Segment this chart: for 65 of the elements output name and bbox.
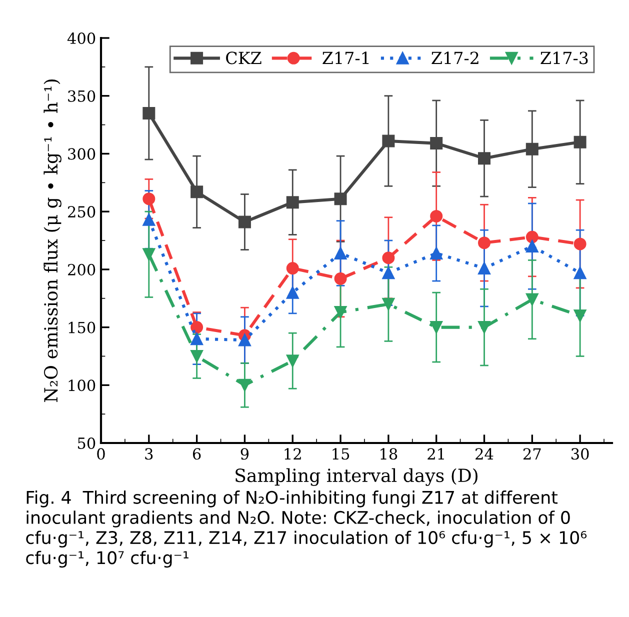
x-tick-label: 30 xyxy=(572,448,589,460)
point xyxy=(142,213,156,226)
x-tick-label: 24 xyxy=(476,448,494,460)
point xyxy=(526,293,538,306)
point xyxy=(190,332,204,346)
point xyxy=(238,334,251,346)
point xyxy=(526,142,538,156)
point xyxy=(190,186,204,198)
point xyxy=(334,272,347,285)
point xyxy=(382,252,395,264)
legend-label: CKZ xyxy=(226,52,262,64)
point xyxy=(574,266,586,280)
y-tick-label: 400 xyxy=(67,32,96,44)
point xyxy=(574,238,586,250)
point xyxy=(478,321,490,334)
point xyxy=(430,246,443,260)
y-tick-label: 350 xyxy=(68,90,96,102)
point xyxy=(478,152,490,165)
point xyxy=(334,192,347,206)
point xyxy=(238,216,251,228)
point xyxy=(190,350,204,362)
point xyxy=(142,192,156,206)
y-tick-label: 150 xyxy=(68,322,96,334)
point xyxy=(574,136,586,148)
point xyxy=(574,309,586,322)
y-tick-label: 100 xyxy=(68,380,96,392)
x-tick-label: 0 xyxy=(97,448,105,460)
y-tick-label: 200 xyxy=(68,264,96,276)
x-tick-label: 3 xyxy=(145,448,153,460)
x-tick-label: 12 xyxy=(284,448,301,460)
point xyxy=(286,286,299,299)
point xyxy=(382,298,395,310)
legend-label: Z17-3 xyxy=(540,52,588,64)
x-axis-title: Sampling interval days (D) xyxy=(236,468,478,486)
x-tick-label: 15 xyxy=(332,448,350,460)
point xyxy=(286,354,299,368)
point xyxy=(478,236,490,250)
legend-label: Z17-1 xyxy=(322,52,369,64)
point xyxy=(238,378,251,392)
point xyxy=(526,230,538,244)
point xyxy=(142,248,156,261)
x-tick-label: 6 xyxy=(192,448,201,460)
point xyxy=(142,106,156,120)
y-tick-label: 250 xyxy=(68,206,96,218)
y-tick-label: 50 xyxy=(78,437,96,450)
y-axis-title: N₂O emission flux (μ g • kg⁻¹ • h⁻¹) xyxy=(44,80,62,402)
point xyxy=(286,262,299,275)
point xyxy=(430,210,443,222)
point xyxy=(526,240,538,253)
point xyxy=(334,246,347,260)
point xyxy=(334,306,347,318)
x-tick-label: 27 xyxy=(523,448,541,460)
caption: Fig. 4 Third screening of N₂O-inhibiting fungi Z17 at different inoculant gradients and N₂O. Note: CKZ-check, inoculation of 0 cfu·g⁻¹, Z3, Z8, Z11, Z14, Z17 inoculation of 10⁶ cfu·g⁻¹, 5 × 10⁶ cfu·g⁻¹, 10⁷ cfu·g⁻¹ xyxy=(26,490,587,568)
legend-label: Z17-2 xyxy=(432,52,478,64)
x-tick-label: 21 xyxy=(428,448,444,460)
point xyxy=(382,134,395,148)
y-tick-label: 300 xyxy=(68,148,96,160)
x-tick-label: 18 xyxy=(380,448,398,460)
point xyxy=(382,266,395,280)
point xyxy=(430,137,443,150)
point xyxy=(286,196,299,209)
point xyxy=(478,262,490,275)
point xyxy=(190,321,204,334)
x-tick-label: 9 xyxy=(240,448,249,460)
point xyxy=(430,321,443,334)
